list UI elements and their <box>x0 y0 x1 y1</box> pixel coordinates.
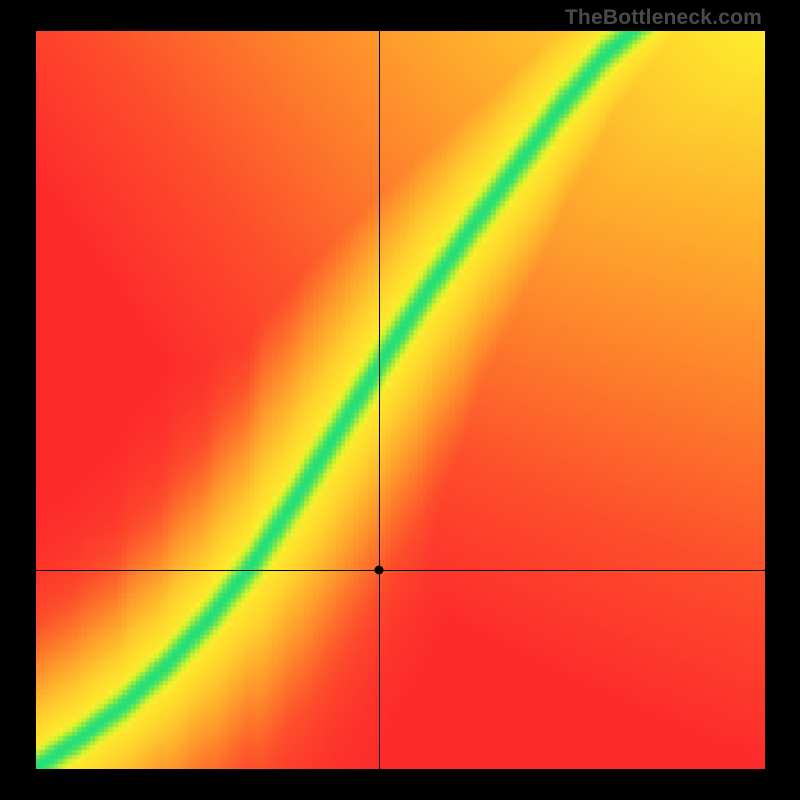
chart-container: TheBottleneck.com <box>0 0 800 800</box>
crosshair-vertical <box>379 31 380 769</box>
watermark-text: TheBottleneck.com <box>565 6 762 30</box>
heatmap-canvas <box>36 31 765 769</box>
crosshair-marker <box>374 565 383 574</box>
crosshair-horizontal <box>36 570 765 571</box>
